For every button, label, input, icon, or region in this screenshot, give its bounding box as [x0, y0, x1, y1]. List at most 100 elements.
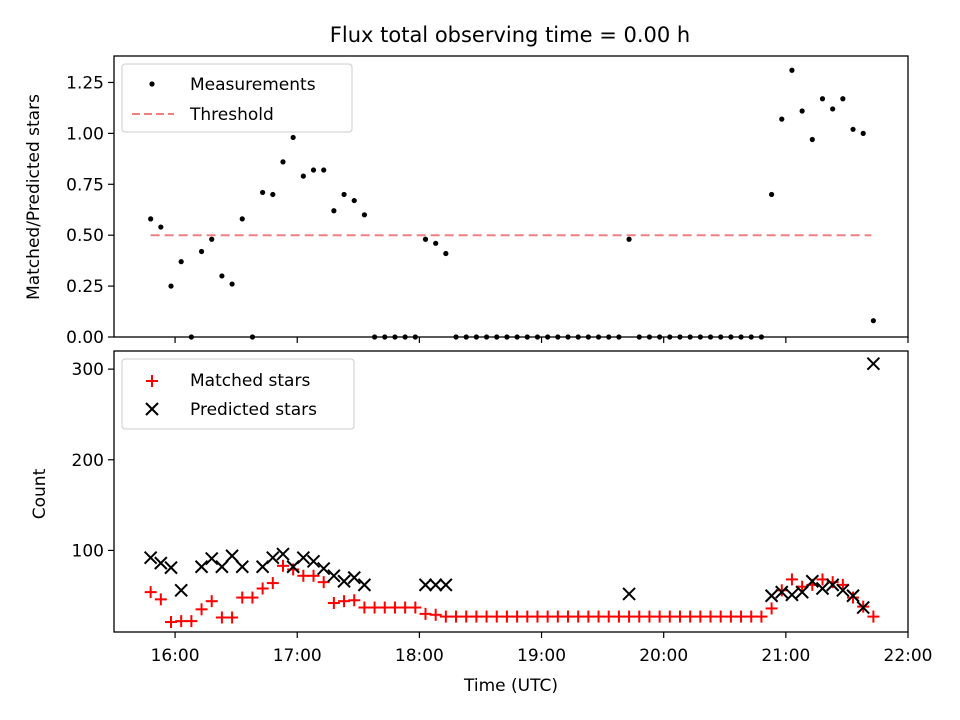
- measurement-point: [219, 273, 225, 279]
- y-tick-label: 200: [72, 451, 104, 471]
- measurement-point: [850, 126, 856, 132]
- y-tick-label: 1.25: [66, 73, 104, 93]
- matched-stars-point: [185, 615, 198, 628]
- ratio-panel-y-ticks: 0.00 0.25 0.50 0.75 1.00 1.25: [66, 73, 114, 348]
- matched-stars-point: [368, 601, 381, 614]
- matched-stars-point: [531, 610, 544, 623]
- predicted-stars-point: [785, 588, 799, 602]
- matched-stars-point: [694, 610, 707, 623]
- matched-stars-point: [276, 559, 289, 572]
- measurement-point: [799, 108, 805, 114]
- matched-stars-point: [307, 569, 320, 582]
- threshold-legend-label: Threshold: [189, 105, 274, 125]
- predicted-stars-point: [805, 574, 820, 588]
- count-panel-frame: [113, 350, 909, 633]
- matched-stars-point: [460, 610, 473, 623]
- matched-stars-point: [572, 610, 585, 623]
- measurement-point: [331, 208, 337, 214]
- matched-stars-point: [388, 601, 401, 614]
- x-tick-label: 22:00: [884, 646, 933, 666]
- matched-stars-point: [338, 595, 351, 608]
- y-tick-label: 100: [72, 541, 104, 561]
- matched-stars-point: [470, 610, 483, 623]
- predicted-stars-point: [143, 550, 158, 565]
- predicted-stars-point: [174, 583, 188, 598]
- matched-stars-point: [521, 610, 534, 623]
- x-tick-label: 18:00: [395, 646, 444, 666]
- measurement-point: [168, 283, 174, 289]
- matched-stars-point: [673, 610, 686, 623]
- matched-stars-point: [633, 610, 646, 623]
- matched-stars-point: [236, 591, 249, 604]
- measurement-point: [290, 134, 296, 141]
- matched-stars-point: [246, 591, 259, 604]
- count-panel: 100 200 300 16:00 17:00 18:00 19:00 20:00 21:00…: [30, 350, 933, 696]
- measurement-point: [270, 191, 276, 198]
- ratio-panel: Flux total observing time = 0.00 h 0.000…: [24, 23, 909, 348]
- predicted-stars-point: [846, 589, 860, 603]
- predicted-stars-point: [205, 551, 219, 566]
- matched-stars-point: [541, 610, 554, 623]
- measurement-point: [158, 224, 164, 230]
- predicted-stars-point: [194, 560, 209, 574]
- measurement-point: [300, 173, 306, 179]
- matched-stars-series: [144, 559, 880, 629]
- measurement-point: [310, 167, 317, 173]
- matched-stars-point: [836, 578, 849, 591]
- matched-stars-point: [704, 610, 717, 623]
- matched-stars-point: [144, 586, 157, 599]
- predicted-stars-point: [296, 550, 311, 565]
- predicted-stars-point: [316, 561, 331, 576]
- matched-stars-point: [266, 577, 279, 590]
- matched-stars-point: [327, 596, 340, 609]
- measurement-point: [768, 191, 775, 198]
- predicted-stars-legend-marker: [145, 402, 159, 416]
- predicted-stars-point: [825, 578, 840, 592]
- y-tick-label: 0.75: [66, 175, 104, 195]
- matched-stars-point: [378, 601, 391, 614]
- matched-stars-point: [175, 615, 188, 628]
- measurement-point: [819, 96, 826, 102]
- matched-stars-point: [215, 611, 228, 624]
- x-tick-label: 21:00: [761, 646, 810, 666]
- matched-stars-point: [399, 601, 412, 614]
- matched-stars-point: [500, 610, 513, 623]
- measurement-point: [443, 250, 449, 257]
- ratio-panel-legend-box: [121, 63, 353, 133]
- y-tick-label: 1.00: [66, 124, 104, 144]
- predicted-stars-point: [154, 556, 168, 570]
- y-tick-label: 300: [72, 360, 104, 380]
- predicted-stars-point: [327, 569, 341, 583]
- measurement-point: [280, 159, 286, 165]
- matched-stars-point: [867, 610, 880, 623]
- matched-stars-point: [165, 616, 178, 629]
- matched-stars-point: [602, 610, 615, 623]
- predicted-stars-point: [235, 560, 249, 574]
- matched-stars-point: [439, 610, 452, 623]
- matched-stars-point: [154, 593, 167, 606]
- ratio-panel-x-ticks: [174, 337, 909, 343]
- matched-stars-point: [562, 610, 575, 623]
- measurement-point: [626, 236, 632, 242]
- matched-stars-point: [592, 610, 605, 623]
- x-tick-label: 19:00: [517, 646, 566, 666]
- measurement-point: [148, 216, 154, 222]
- matched-stars-point: [684, 610, 697, 623]
- ratio-panel-title: Flux total observing time = 0.00 h: [330, 23, 690, 47]
- y-tick-label: 0.50: [66, 226, 104, 246]
- count-panel-x-ticks: 16:00 17:00 18:00 19:00 20:00 21:00 22:00: [151, 632, 933, 666]
- predicted-stars-point: [215, 560, 229, 574]
- matched-stars-legend-marker: [146, 375, 158, 387]
- measurement-point: [351, 197, 357, 204]
- measurement-point: [198, 248, 205, 255]
- matched-stars-point: [582, 610, 595, 623]
- predicted-stars-point: [775, 585, 789, 599]
- predicted-stars-point: [357, 578, 372, 592]
- matched-stars-point: [612, 610, 625, 623]
- predicted-stars-point: [795, 585, 809, 599]
- count-panel-legend: Matched stars Predicted stars: [121, 358, 355, 430]
- measurement-point: [239, 216, 245, 222]
- count-panel-x-axis-label: Time (UTC): [463, 676, 558, 696]
- ratio-panel-frame: [113, 55, 909, 338]
- predicted-stars-point: [836, 583, 850, 598]
